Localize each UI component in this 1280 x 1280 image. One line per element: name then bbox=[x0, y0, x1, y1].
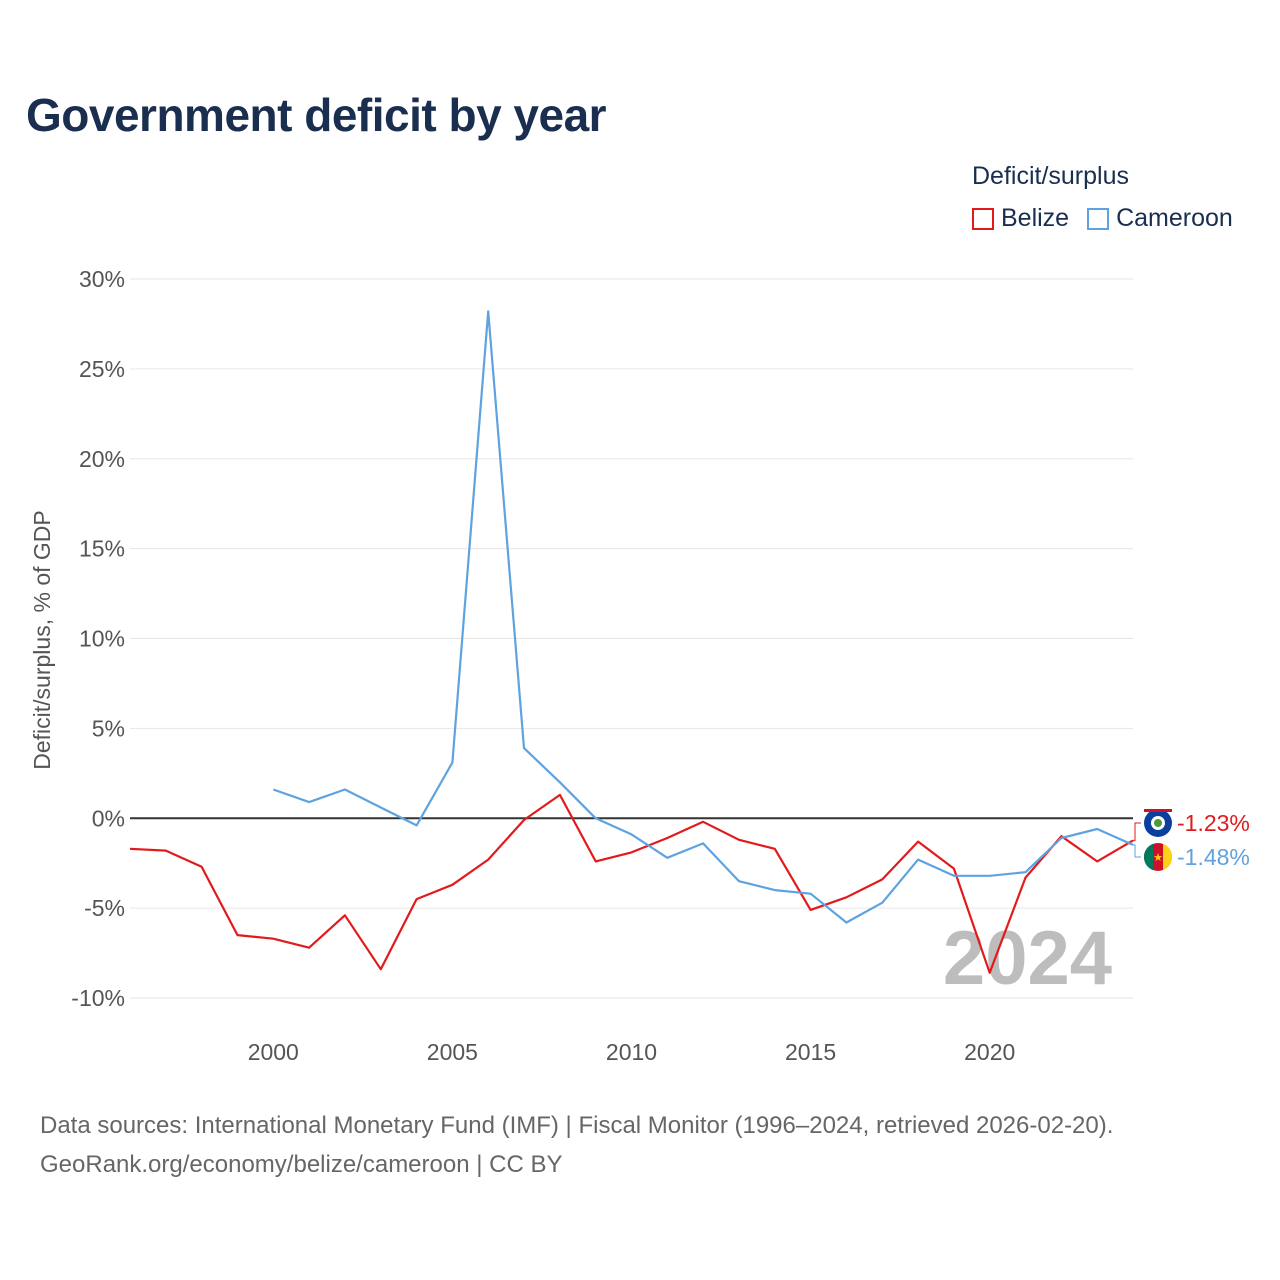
flag-green bbox=[1143, 843, 1153, 871]
x-tick-label: 2020 bbox=[964, 1039, 1015, 1065]
y-axis-label: Deficit/surplus, % of GDP bbox=[29, 510, 55, 769]
legend-label-belize: Belize bbox=[1001, 204, 1070, 232]
source-line-1: Data sources: International Monetary Fun… bbox=[40, 1112, 1114, 1139]
y-tick-label: -10% bbox=[71, 985, 125, 1011]
y-tick-label: 25% bbox=[79, 356, 125, 382]
y-tick-label: 0% bbox=[92, 805, 125, 831]
y-tick-label: 30% bbox=[79, 266, 125, 292]
flag-yellow bbox=[1163, 843, 1173, 871]
legend-title: Deficit/surplus bbox=[972, 162, 1129, 190]
y-tick-label: -5% bbox=[84, 895, 125, 921]
flag-emblem-center bbox=[1154, 819, 1162, 827]
legend-item-cameroon[interactable]: Cameroon bbox=[1087, 204, 1233, 233]
legend-swatch-belize bbox=[972, 207, 994, 230]
end-label-cameroon: -1.48% bbox=[1177, 844, 1250, 870]
end-label-belize: -1.23% bbox=[1177, 810, 1250, 836]
line-chart: 30%25%20%15%10%5%0%-5%-10% 2000 2005 2010 2… bbox=[29, 266, 1250, 1065]
legend-swatch-cameroon bbox=[1087, 207, 1110, 230]
legend: Belize Cameroon bbox=[972, 204, 1251, 233]
chart-title: Government deficit by year bbox=[26, 89, 607, 141]
series-lines bbox=[129, 310, 1134, 974]
flag-belize-icon bbox=[1144, 809, 1172, 837]
y-tick-label: 5% bbox=[92, 715, 125, 741]
y-axis-ticks: 30% 25% 20% 15% 10% 5% 0% -5% -10% bbox=[71, 266, 125, 1011]
x-tick-label: 2000 bbox=[248, 1039, 299, 1065]
legend-item-belize[interactable]: Belize bbox=[972, 204, 1069, 233]
x-tick-label: 2005 bbox=[427, 1039, 478, 1065]
series-line-belize bbox=[129, 793, 1134, 974]
end-connector-cameroon bbox=[1133, 844, 1141, 858]
series-line-cameroon bbox=[272, 310, 1134, 924]
y-tick-label: 10% bbox=[79, 626, 125, 652]
end-connector-belize bbox=[1133, 822, 1141, 841]
end-labels: -1.23% ★ -1.48% bbox=[1133, 809, 1250, 871]
x-tick-label: 2010 bbox=[606, 1039, 657, 1065]
flag-star: ★ bbox=[1153, 852, 1163, 864]
source-note: Data sources: International Monetary Fun… bbox=[40, 1106, 1113, 1184]
source-line-2: GeoRank.org/economy/belize/cameroon | CC… bbox=[40, 1151, 563, 1178]
y-tick-label: 15% bbox=[79, 536, 125, 562]
x-axis-ticks: 2000 2005 2010 2015 2020 bbox=[248, 1039, 1016, 1065]
flag-stripe bbox=[1144, 809, 1172, 812]
grid-lines bbox=[130, 278, 1133, 999]
flag-cameroon-icon: ★ bbox=[1143, 843, 1173, 871]
x-tick-label: 2015 bbox=[785, 1039, 836, 1065]
year-watermark: 2024 bbox=[943, 916, 1112, 1001]
y-tick-label: 20% bbox=[79, 446, 125, 472]
legend-label-cameroon: Cameroon bbox=[1116, 204, 1233, 232]
